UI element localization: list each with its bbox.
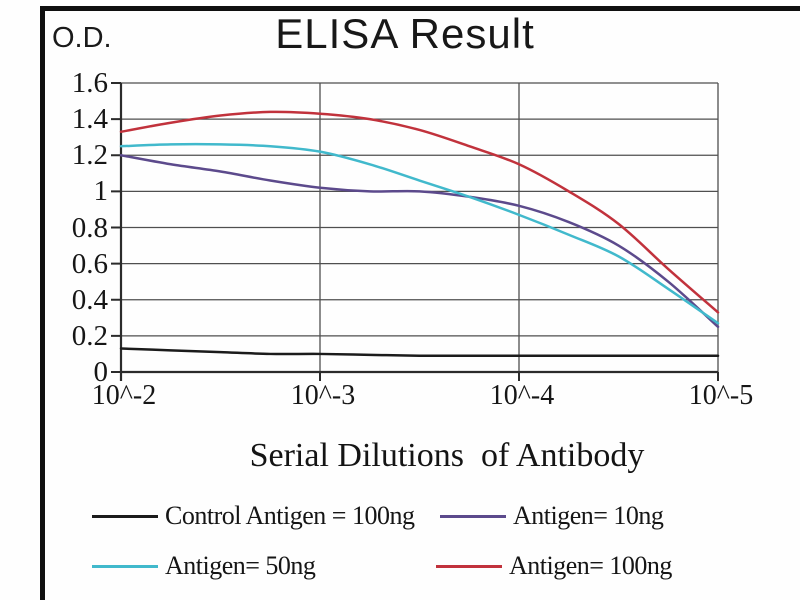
legend-line-marker <box>92 514 158 518</box>
y-tick-label: 1.6 <box>71 67 108 99</box>
chart-title: ELISA Result <box>275 10 535 57</box>
legend-line-marker <box>436 564 502 568</box>
x-tick-label: 10^-2 <box>91 380 157 411</box>
x-tick-label: 10^-3 <box>290 380 356 411</box>
y-tick-label: 0.2 <box>71 319 108 352</box>
legend-item: Antigen= 10ng <box>440 498 664 534</box>
legend-label: Antigen= 50ng <box>165 551 316 580</box>
series-line-control-antigen-100ng <box>119 347 720 358</box>
y-tick-label: 0.8 <box>71 211 108 244</box>
legend-line-marker <box>92 564 158 568</box>
y-tick-label: 0.4 <box>71 283 108 316</box>
y-axis-unit-label: O.D. <box>52 22 112 54</box>
y-tick-label: 1 <box>93 175 109 208</box>
legend-item: Antigen= 50ng <box>92 548 316 584</box>
y-tick-label: 1.4 <box>71 103 108 136</box>
y-tick-label: 0.6 <box>71 247 108 280</box>
chart-legend: Control Antigen = 100ng Antigen= 10ng Anti… <box>0 498 800 598</box>
series-line-antigen-10ng <box>119 154 720 329</box>
legend-label: Control Antigen = 100ng <box>165 501 415 530</box>
series-line-antigen-100ng <box>119 110 720 314</box>
legend-item: Control Antigen = 100ng <box>92 498 415 534</box>
x-tick-label: 10^-5 <box>688 380 754 411</box>
legend-label: Antigen= 10ng <box>513 501 664 530</box>
image-border-frame <box>40 6 800 600</box>
legend-label: Antigen= 100ng <box>509 551 672 580</box>
x-tick-label: 10^-4 <box>489 380 555 411</box>
legend-item: Antigen= 100ng <box>436 548 672 584</box>
series-line-antigen-50ng <box>119 142 720 325</box>
y-tick-label: 0 <box>93 356 109 388</box>
legend-line-marker <box>440 514 506 518</box>
y-tick-label: 1.2 <box>71 139 108 172</box>
x-axis-title: Serial Dilutions of Antibody <box>249 437 645 474</box>
